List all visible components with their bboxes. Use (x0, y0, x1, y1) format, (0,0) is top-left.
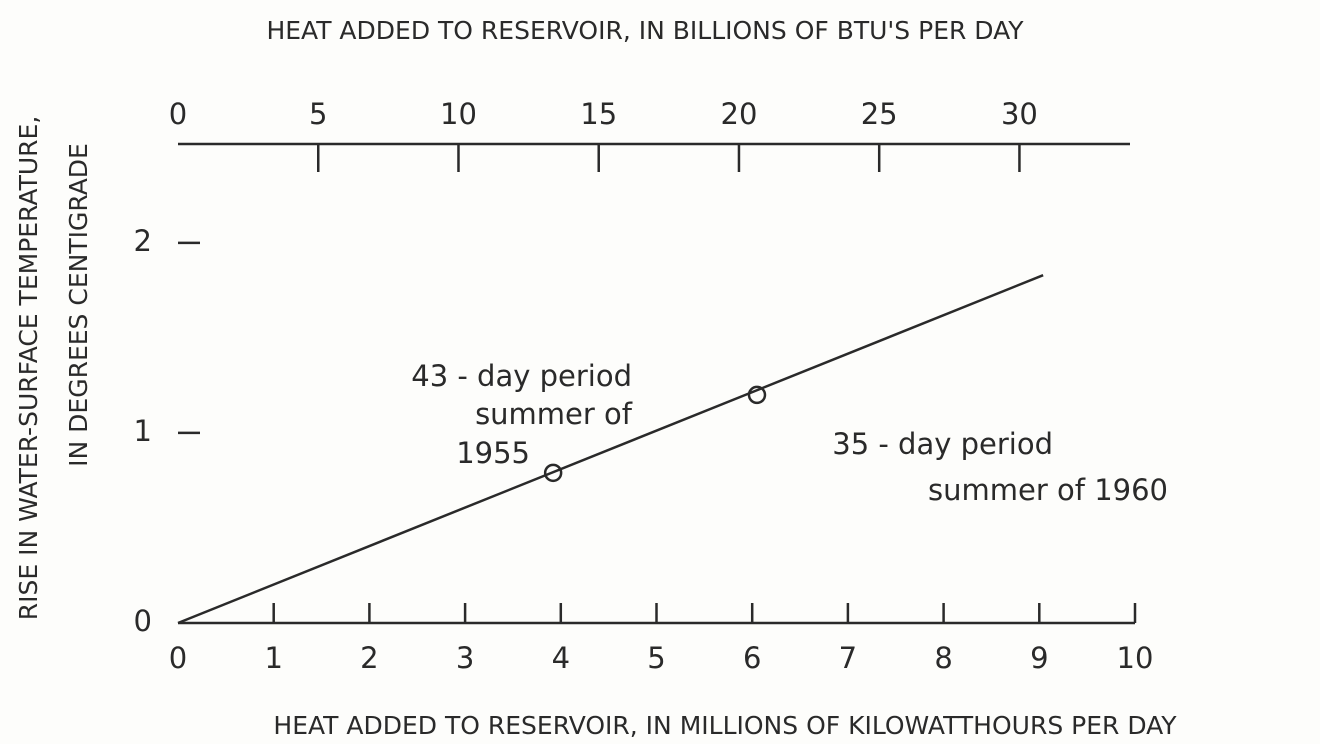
top-tick-label: 0 (169, 97, 187, 131)
y-tick-label: 0 (134, 604, 152, 638)
annotation: 1955 (456, 436, 530, 470)
x-tick-label: 1 (264, 641, 282, 675)
y-tick-label: 1 (134, 414, 152, 448)
x-tick-label: 6 (743, 641, 761, 675)
x-tick-label: 0 (169, 641, 187, 675)
top-axis-title: HEAT ADDED TO RESERVOIR, IN BILLIONS OF … (266, 16, 1024, 45)
top-tick-label: 5 (309, 97, 327, 131)
annotation: 43 - day period (411, 359, 632, 393)
top-tick-label: 25 (861, 97, 898, 131)
x-tick-label: 2 (360, 641, 378, 675)
y-axis-title: RISE IN WATER-SURFACE TEMPERATURE, (14, 116, 43, 621)
line (177, 273, 1044, 625)
y-axis-title: IN DEGREES CENTIGRADE (64, 143, 93, 467)
x-tick-label: 10 (1117, 641, 1154, 675)
data-point (747, 385, 767, 405)
x-axis-title: HEAT ADDED TO RESERVOIR, IN MILLIONS OF … (273, 711, 1177, 740)
x-tick-label: 3 (456, 641, 474, 675)
x-tick-label: 5 (647, 641, 665, 675)
y-tick-label: 2 (134, 224, 152, 258)
annotation: 35 - day period (832, 427, 1053, 461)
annotation: summer of (475, 397, 633, 431)
top-tick-label: 20 (721, 97, 758, 131)
data-point (543, 463, 563, 483)
x-tick-label: 9 (1030, 641, 1048, 675)
top-tick-label: 30 (1001, 97, 1038, 131)
x-tick-label: 4 (552, 641, 570, 675)
x-tick-label: 7 (839, 641, 857, 675)
top-tick-label: 15 (580, 97, 617, 131)
annotation: summer of 1960 (928, 473, 1168, 507)
top-tick-label: 10 (440, 97, 477, 131)
x-tick-label: 8 (934, 641, 952, 675)
